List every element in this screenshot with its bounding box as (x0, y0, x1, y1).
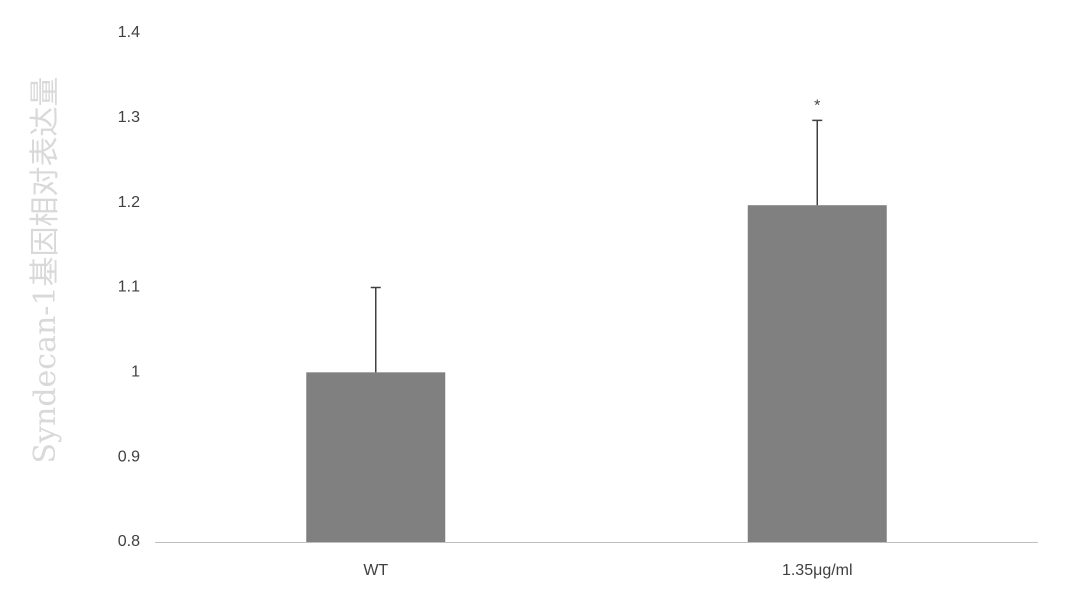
x-tick-label: WT (363, 562, 388, 579)
bars (306, 205, 887, 542)
error-bars (370, 119, 823, 373)
y-tick-label: 1.3 (118, 109, 140, 126)
y-tick-label: 1 (131, 364, 140, 381)
y-tick-label: 1.4 (118, 24, 140, 41)
x-tick-label: 1.35μg/ml (782, 562, 853, 579)
y-tick-label: 0.8 (118, 533, 140, 550)
y-axis-title: Syndecan-1基因相对表达量 (28, 76, 63, 463)
significance-marker: * (814, 97, 820, 114)
y-tick-label: 0.9 (118, 448, 140, 465)
y-tick-label: 1.1 (118, 279, 140, 296)
bar (306, 372, 446, 542)
bar (747, 205, 887, 542)
y-tick-labels: 0.8 0.9 1 1.1 1.2 1.3 1.4 (118, 24, 140, 550)
y-tick-label: 1.2 (118, 194, 140, 211)
significance-annotations: * (814, 97, 820, 114)
x-tick-labels: WT 1.35μg/ml (363, 562, 852, 579)
